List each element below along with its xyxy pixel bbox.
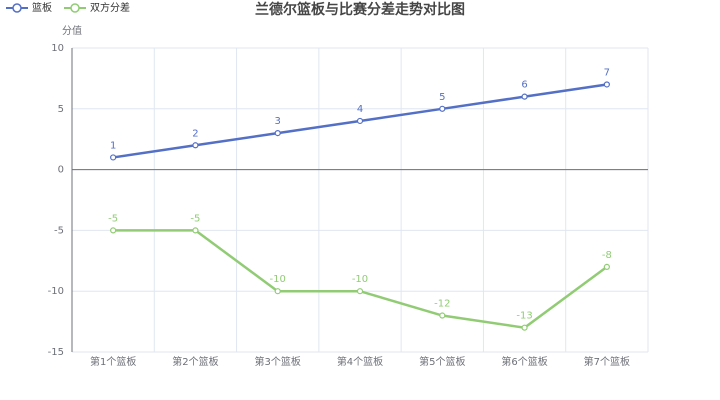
y-tick-label: -15 — [48, 347, 64, 358]
x-tick-label: 第5个篮板 — [419, 355, 465, 368]
x-tick-label: 第7个篮板 — [584, 355, 630, 368]
data-label: -10 — [270, 274, 286, 285]
data-label: -5 — [108, 213, 118, 224]
data-point — [521, 324, 528, 331]
data-label: -12 — [434, 299, 450, 310]
data-label: 7 — [604, 67, 610, 78]
x-tick-label: 第3个篮板 — [255, 355, 301, 368]
y-tick-label: -10 — [48, 286, 64, 297]
data-point — [192, 142, 199, 149]
x-tick-label: 第6个篮板 — [501, 355, 547, 368]
data-label: 3 — [275, 116, 281, 127]
data-label: -13 — [516, 311, 532, 322]
data-label: 4 — [357, 104, 363, 115]
y-tick-label: 0 — [58, 165, 64, 176]
data-point — [274, 288, 281, 295]
legend-label: 篮板 — [32, 1, 52, 14]
data-label: 1 — [110, 140, 116, 151]
y-axis-label: 分值 — [62, 24, 82, 37]
y-tick-label: -5 — [54, 225, 64, 236]
data-label: -10 — [352, 274, 368, 285]
x-tick-label: 第1个篮板 — [90, 355, 136, 368]
data-point — [192, 227, 199, 234]
x-tick-label: 第4个篮板 — [337, 355, 383, 368]
data-point — [603, 263, 610, 270]
data-point — [439, 312, 446, 319]
y-tick-label: 5 — [58, 104, 64, 115]
data-label: 6 — [521, 80, 527, 91]
data-point — [274, 130, 281, 137]
data-label: -5 — [190, 213, 200, 224]
y-tick-label: 10 — [51, 43, 64, 54]
data-point — [356, 117, 364, 125]
legend-icon-dot — [70, 3, 80, 13]
data-label: 5 — [439, 92, 445, 103]
chart-title: 兰德尔篮板与比赛分差走势对比图 — [255, 1, 465, 18]
data-point — [439, 105, 446, 112]
data-point — [110, 227, 117, 234]
data-point — [521, 93, 528, 100]
data-point — [603, 81, 610, 88]
legend-label: 双方分差 — [90, 1, 130, 14]
legend-icon-dot — [12, 3, 22, 13]
data-label: -8 — [602, 250, 612, 261]
x-tick-label: 第2个篮板 — [172, 355, 218, 368]
data-label: 2 — [192, 128, 198, 139]
data-point — [110, 154, 117, 161]
data-point — [356, 288, 364, 295]
